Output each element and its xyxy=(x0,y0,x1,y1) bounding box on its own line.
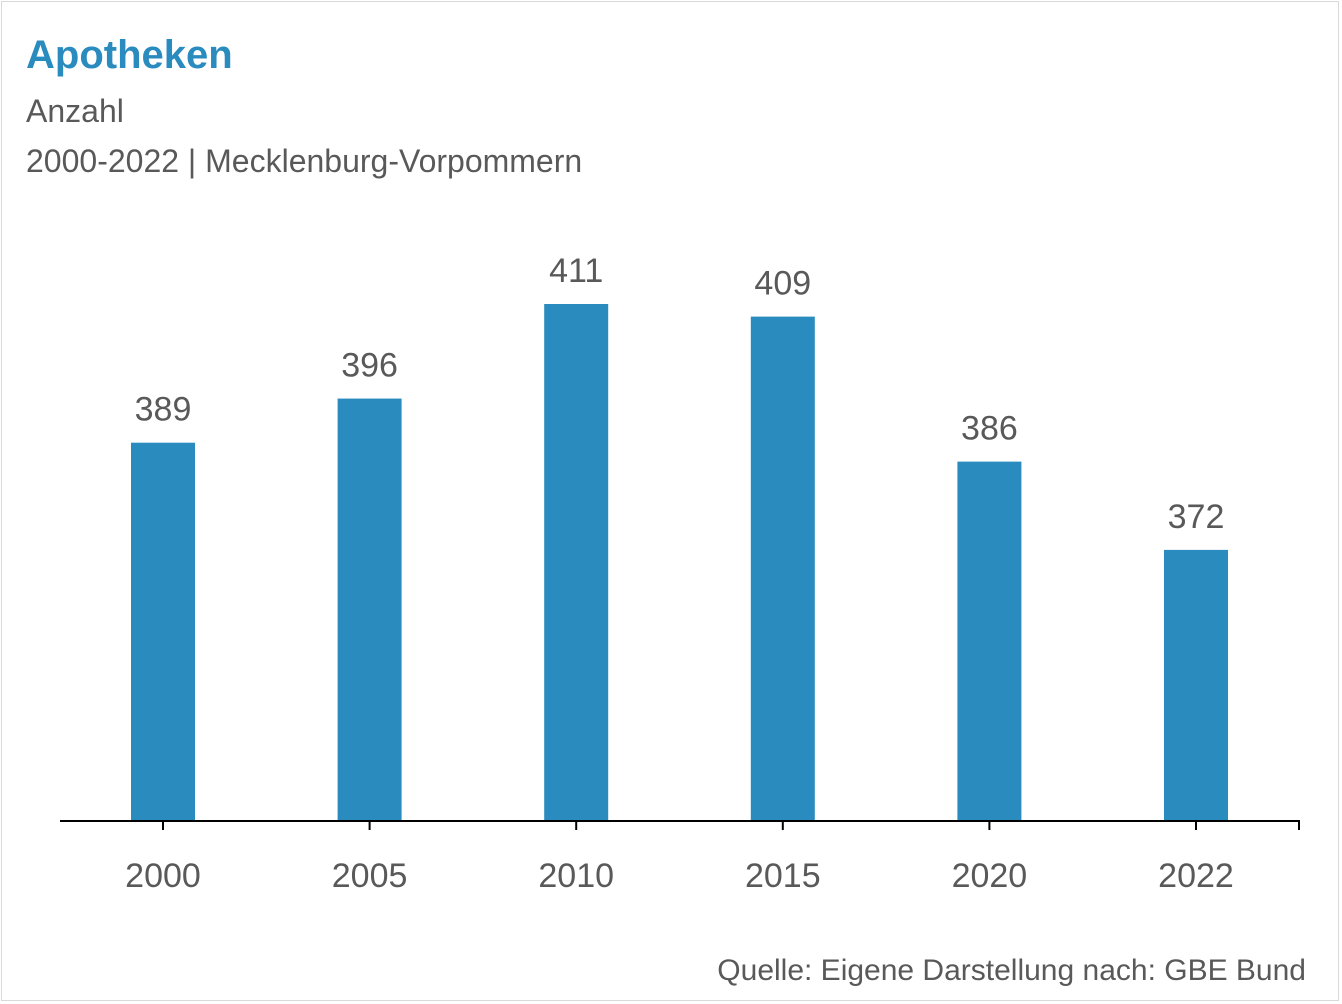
data-label-2020: 386 xyxy=(961,410,1018,448)
x-tick-label-2015: 2015 xyxy=(745,857,821,895)
x-tick-label-2010: 2010 xyxy=(538,857,614,895)
bar-2000 xyxy=(131,442,195,821)
bar-2010 xyxy=(544,304,609,821)
chart-subtitle-range-region: 2000-2022 | Mecklenburg-Vorpommern xyxy=(26,143,583,179)
bar-2022 xyxy=(1164,549,1228,821)
data-label-2005: 396 xyxy=(341,347,398,385)
bar-2015 xyxy=(750,316,815,821)
data-label-2022: 372 xyxy=(1168,498,1225,536)
x-tick-label-2020: 2020 xyxy=(952,857,1028,895)
x-tick-label-2005: 2005 xyxy=(332,857,408,895)
x-tick-label-2000: 2000 xyxy=(125,857,201,895)
source-note: Quelle: Eigene Darstellung nach: GBE Bun… xyxy=(717,954,1306,987)
bar-2005 xyxy=(337,398,402,821)
chart-title: Apotheken xyxy=(26,33,233,77)
data-label-2015: 409 xyxy=(754,265,811,303)
data-label-2010: 411 xyxy=(549,252,603,290)
x-tick-label-2022: 2022 xyxy=(1158,857,1234,895)
chart-subtitle-unit: Anzahl xyxy=(26,93,124,129)
bar-2020 xyxy=(957,461,1022,821)
data-label-2000: 389 xyxy=(135,391,192,429)
